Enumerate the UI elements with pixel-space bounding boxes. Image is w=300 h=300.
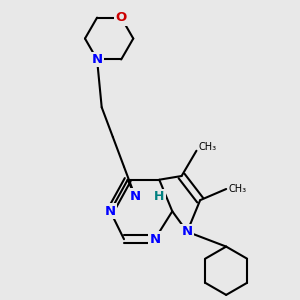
Text: O: O [116,11,127,24]
Text: N: N [105,205,116,218]
Text: CH₃: CH₃ [198,142,216,152]
Text: CH₃: CH₃ [228,184,246,194]
Text: N: N [92,53,103,66]
Text: N: N [182,225,193,238]
Text: H: H [154,190,164,203]
Text: N: N [149,233,161,246]
Text: N: N [130,190,141,203]
